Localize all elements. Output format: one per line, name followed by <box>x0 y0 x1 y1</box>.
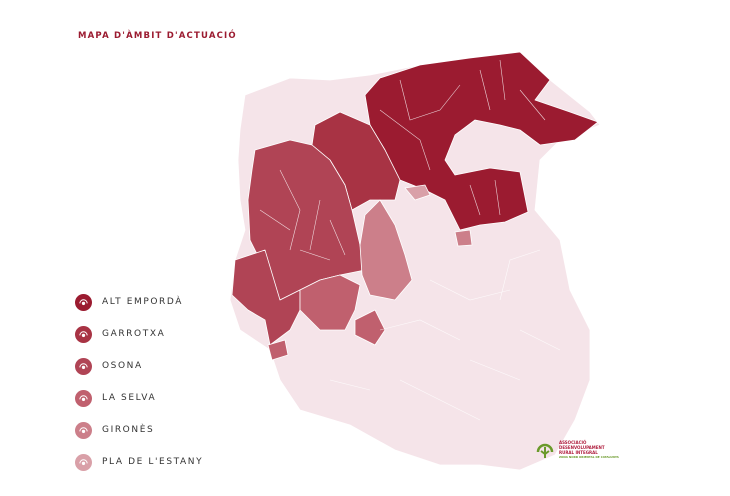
legend-item-pla-de-lestany: PLA DE L'ESTANY <box>75 446 203 478</box>
legend-item-la-selva: LA SELVA <box>75 382 203 414</box>
legend-item-girones: GIRONÈS <box>75 414 203 446</box>
logo-line: DESENVOLUPAMENT <box>559 445 605 450</box>
legend-label: LA SELVA <box>102 393 157 403</box>
page-title: MAPA D'ÀMBIT D'ACTUACIÓ <box>78 31 237 41</box>
legend-label: GIRONÈS <box>102 425 155 435</box>
logo-emblem-icon <box>536 443 554 458</box>
grape-emblem-icon <box>75 421 92 439</box>
legend-label: GARROTXA <box>102 329 166 339</box>
grape-emblem-icon <box>75 389 92 407</box>
region-la-selva-2 <box>354 309 386 346</box>
legend-item-garrotxa: GARROTXA <box>75 318 203 350</box>
region-la-selva <box>299 274 361 331</box>
legend-label: OSONA <box>102 361 143 371</box>
region-la-selva-3 <box>267 339 289 361</box>
grape-emblem-icon <box>75 293 92 311</box>
legend-item-osona: OSONA <box>75 350 203 382</box>
grape-emblem-icon <box>75 325 92 343</box>
association-logo: ASSOCIACIÓ DESENVOLUPAMENT RURAL INTEGRA… <box>535 440 619 460</box>
region-osona-south <box>231 249 301 346</box>
grape-emblem-icon <box>75 357 92 375</box>
logo-line: ASSOCIACIÓ <box>559 440 587 445</box>
logo-subline: ZONA NORD ORIENTAL DE CATALUNYA <box>559 455 619 459</box>
logo-line: RURAL INTEGRAL <box>559 450 598 455</box>
legend: ALT EMPORDÀ GARROTXA OSONA LA SELVA GIRO… <box>75 286 203 478</box>
region-girones <box>359 199 413 301</box>
legend-item-alt-emporda: ALT EMPORDÀ <box>75 286 203 318</box>
grape-emblem-icon <box>75 453 92 471</box>
region-girones-2 <box>454 229 473 247</box>
legend-label: ALT EMPORDÀ <box>102 297 184 307</box>
region-pla-de-lestany <box>404 184 431 201</box>
legend-label: PLA DE L'ESTANY <box>102 457 204 467</box>
